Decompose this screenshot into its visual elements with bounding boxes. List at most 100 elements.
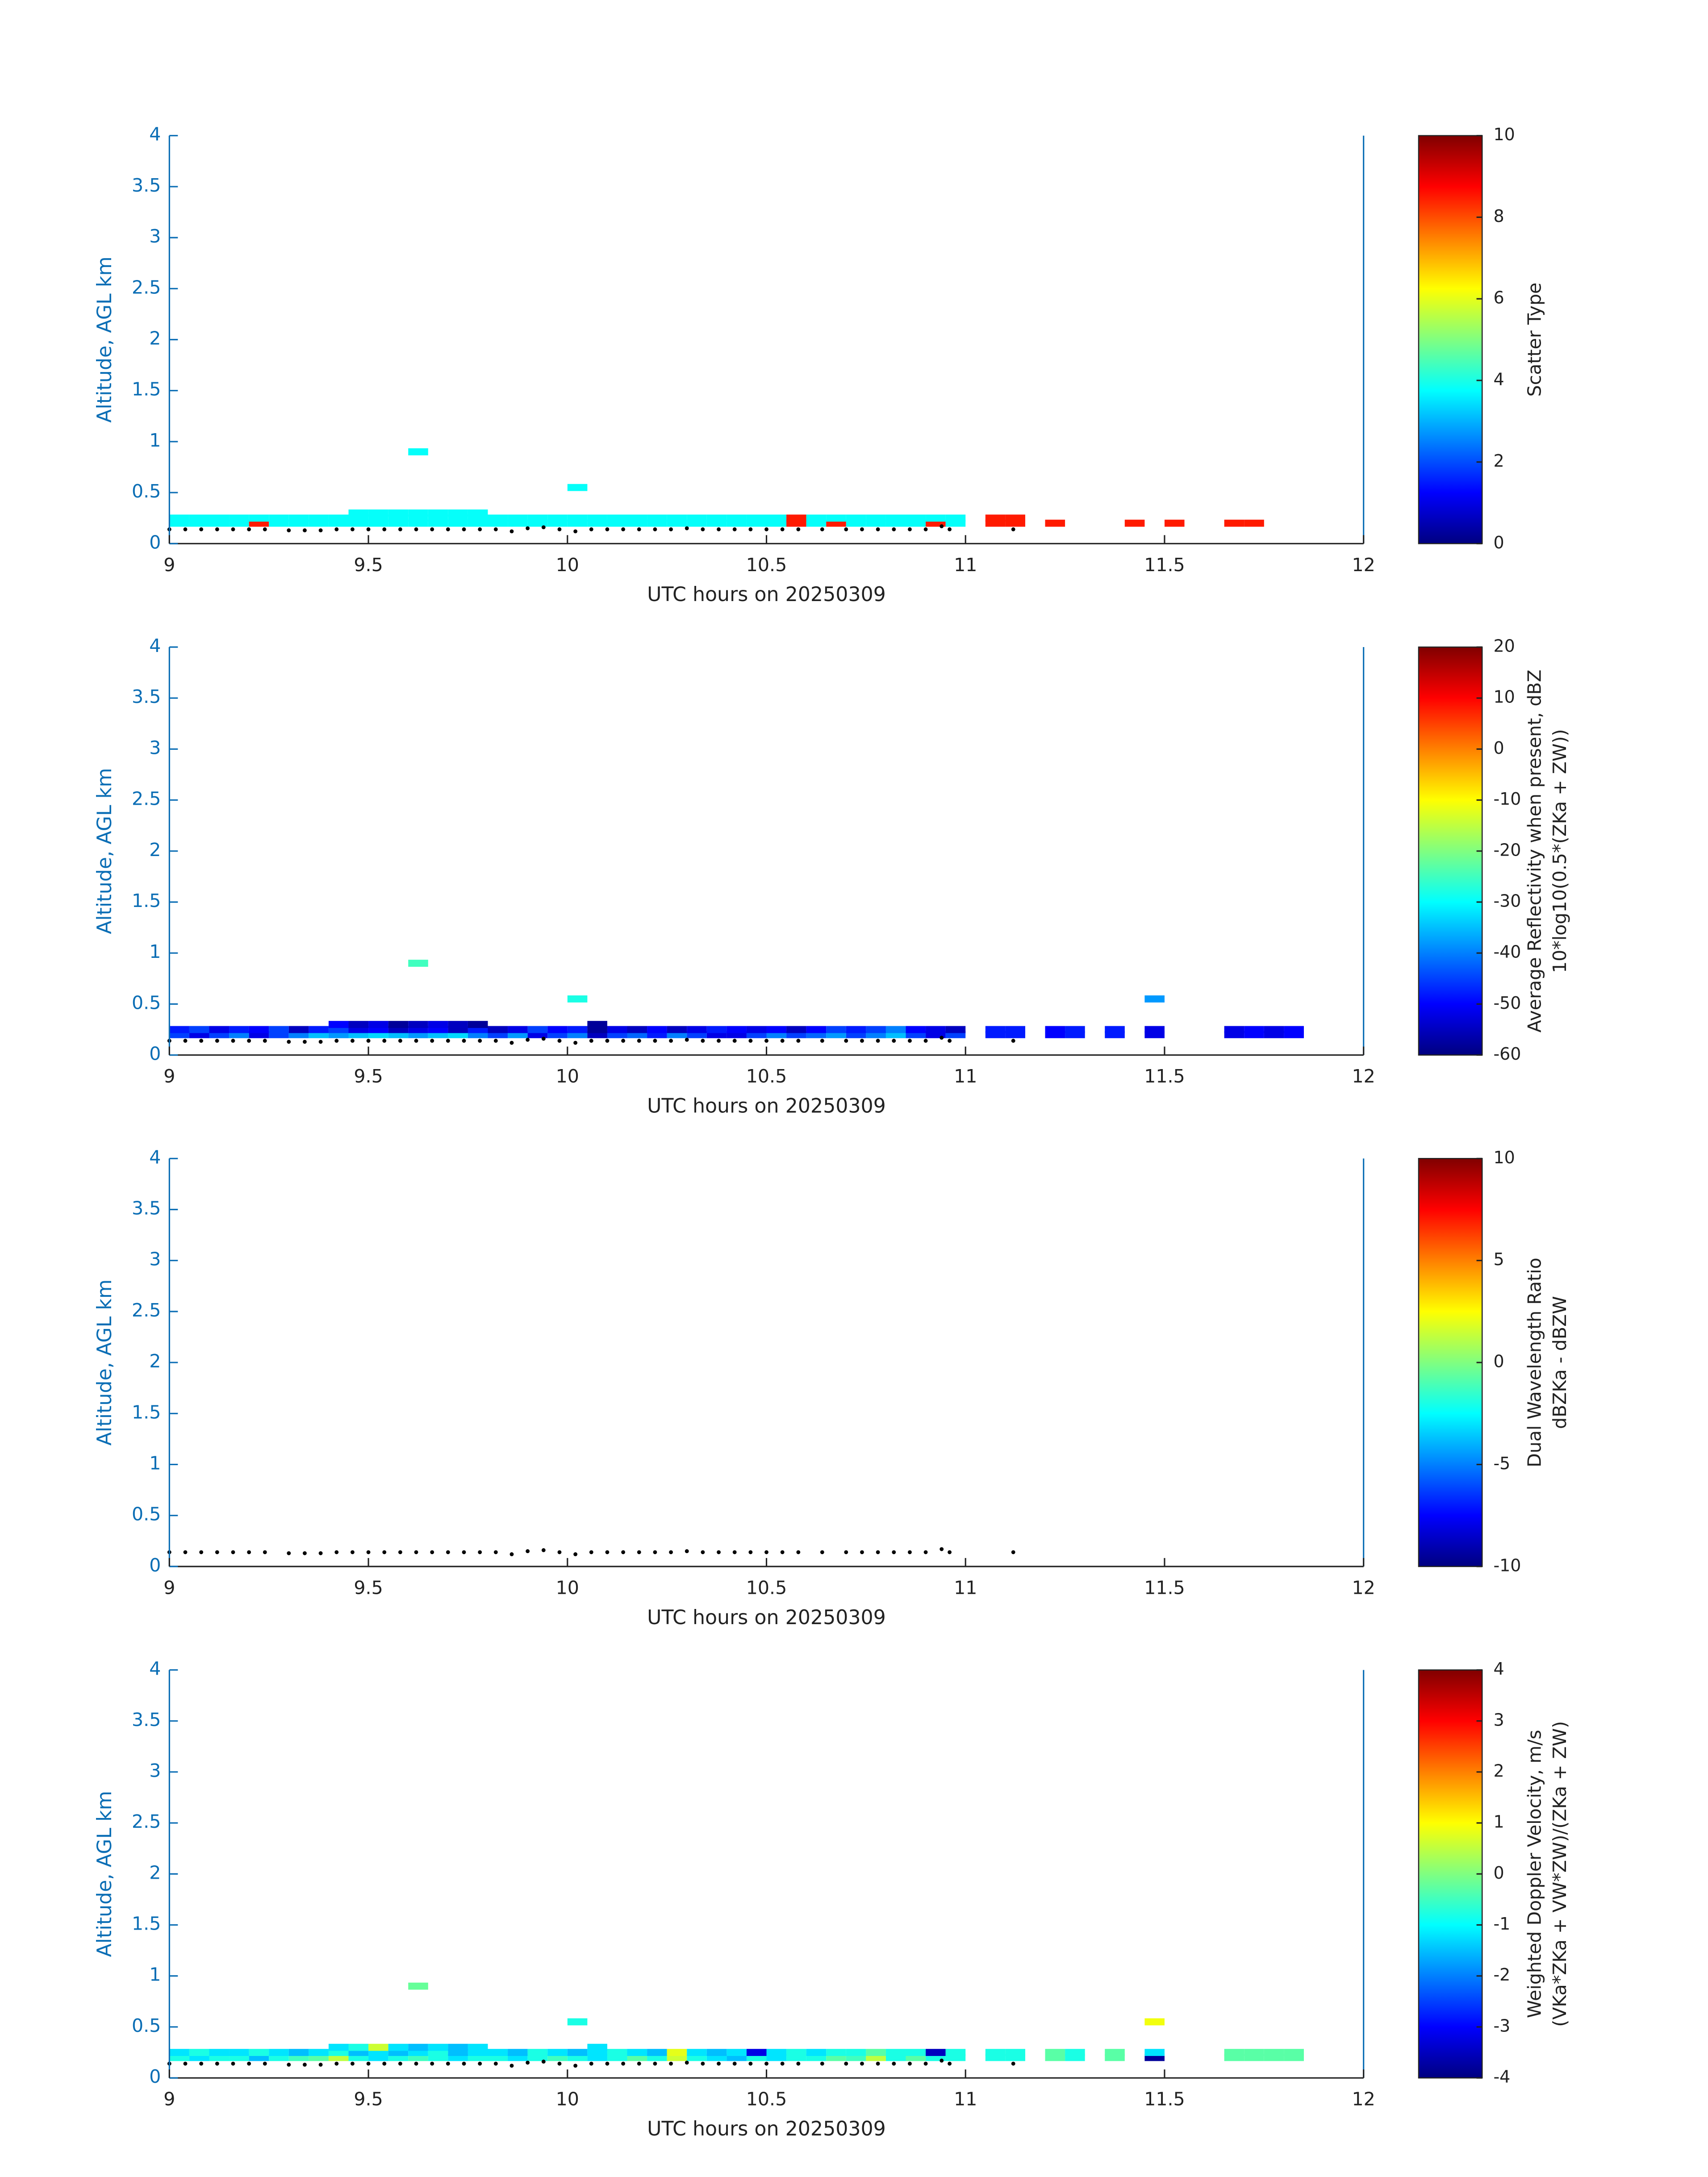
colorbar-tick-label: 0 xyxy=(1494,533,1504,552)
ground-dot xyxy=(876,1039,880,1043)
cell xyxy=(1045,519,1065,527)
colorbar xyxy=(1418,646,1483,1056)
ground-dot xyxy=(334,1550,339,1554)
ground-dot xyxy=(334,2061,339,2066)
ground-dot xyxy=(509,1040,514,1045)
ground-dot xyxy=(820,1039,824,1043)
cell xyxy=(348,2043,369,2051)
ground-dot xyxy=(908,1039,912,1043)
ground-dot xyxy=(541,525,546,530)
colorbar-tick-label: 5 xyxy=(1494,1249,1504,1269)
ground-dot xyxy=(653,1550,657,1554)
cell xyxy=(706,514,727,522)
ground-dot xyxy=(446,2061,450,2066)
ground-dot xyxy=(605,2061,610,2066)
ground-dot xyxy=(573,2064,578,2068)
ground-dot xyxy=(493,1550,498,1554)
ground-dot xyxy=(183,1550,188,1554)
y-tick-label: 1 xyxy=(149,1452,161,1474)
colorbar-tick-label: 2 xyxy=(1494,451,1504,471)
y-tick-label: 0 xyxy=(149,2066,161,2087)
y-tick-label: 2.5 xyxy=(132,276,161,298)
colorbar-tick-label: -50 xyxy=(1494,993,1521,1013)
ground-dot xyxy=(247,1039,251,1043)
ground-dot xyxy=(350,1039,355,1043)
cell xyxy=(727,2049,747,2056)
cell xyxy=(408,1982,428,1990)
ground-dot xyxy=(748,527,753,531)
colorbar-tick-label: -10 xyxy=(1494,789,1521,809)
ground-dot xyxy=(892,527,896,531)
ground-dot xyxy=(637,1550,641,1554)
cell xyxy=(1144,2049,1165,2056)
ground-dot xyxy=(653,527,657,531)
y-tick-label: 3 xyxy=(149,737,161,758)
x-axis-label: UTC hours on 20250309 xyxy=(647,1606,886,1629)
cell xyxy=(985,1026,1006,1033)
y-tick-label: 2 xyxy=(149,328,161,349)
colorbar-tick-label: -10 xyxy=(1494,1555,1521,1575)
colorbar-tick-label: 4 xyxy=(1494,1659,1504,1679)
ground-dot xyxy=(940,524,944,528)
ground-dot xyxy=(820,2061,824,2066)
ground-dot xyxy=(637,1039,641,1043)
x-tick-label: 10.5 xyxy=(746,1577,787,1598)
ground-dot xyxy=(621,2061,626,2066)
ground-dot xyxy=(303,2063,307,2067)
cell xyxy=(468,1021,488,1028)
cell xyxy=(448,509,468,517)
cell xyxy=(388,1021,409,1028)
cell xyxy=(527,1026,548,1033)
cell xyxy=(1244,519,1264,527)
x-tick-label: 9.5 xyxy=(354,1577,383,1598)
colorbar-label: dBZKa - dBZW xyxy=(1549,1296,1570,1429)
ground-dot xyxy=(478,527,482,531)
y-tick-label: 2.5 xyxy=(132,1811,161,1832)
ground-dot xyxy=(398,527,402,531)
y-axis-label: Altitude, AGL km xyxy=(93,1279,116,1446)
x-tick-label: 10 xyxy=(556,1577,579,1598)
ground-dot xyxy=(573,1040,578,1045)
cell xyxy=(488,2049,508,2056)
cell xyxy=(1045,1026,1065,1033)
ground-dot xyxy=(263,2061,267,2066)
ground-dot xyxy=(382,1039,387,1043)
cell xyxy=(846,1026,866,1033)
colorbar-tick-label: 1 xyxy=(1494,1812,1504,1832)
ground-dot xyxy=(215,1039,219,1043)
ground-dot xyxy=(493,527,498,531)
ground-dot xyxy=(199,527,204,531)
cell xyxy=(587,514,607,522)
x-axis-label: UTC hours on 20250309 xyxy=(647,2118,886,2140)
ground-dot xyxy=(764,1039,768,1043)
ground-dot xyxy=(215,2061,219,2066)
cell xyxy=(786,514,806,522)
cell xyxy=(766,1026,787,1033)
ground-dot xyxy=(430,2061,434,2066)
cell xyxy=(706,1026,727,1033)
ground-dot xyxy=(247,2061,251,2066)
cell xyxy=(328,1021,349,1028)
y-tick-label: 1.5 xyxy=(132,1401,161,1423)
cell xyxy=(508,2049,528,2056)
cell xyxy=(1105,1026,1125,1033)
cell xyxy=(269,2049,289,2056)
cell xyxy=(766,2049,787,2056)
ground-dot xyxy=(573,1552,578,1556)
colorbar-tick-label: -4 xyxy=(1494,2067,1511,2087)
cell xyxy=(826,2049,846,2056)
cell xyxy=(607,1026,627,1033)
ground-dot xyxy=(493,1039,498,1043)
ground-dot xyxy=(382,1550,387,1554)
cell xyxy=(1224,2049,1244,2056)
cell xyxy=(1065,1026,1085,1033)
cell xyxy=(209,1026,230,1033)
ground-dot xyxy=(701,1039,705,1043)
ground-dot xyxy=(366,2061,371,2066)
ground-dot xyxy=(398,2061,402,2066)
cell xyxy=(448,2043,468,2051)
ground-dot xyxy=(1011,2061,1015,2066)
colorbar-tick-label: -5 xyxy=(1494,1454,1511,1473)
ground-dot xyxy=(589,2061,593,2066)
cell xyxy=(189,1026,209,1033)
